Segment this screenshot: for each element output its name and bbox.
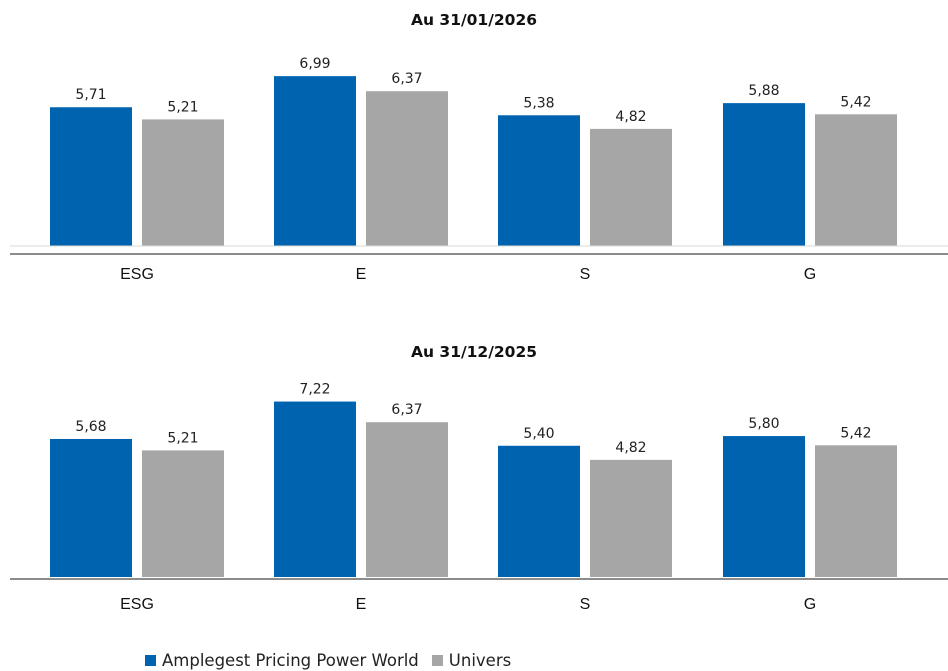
bar-2-s-univers (590, 459, 672, 577)
legend-item-amplegest: Amplegest Pricing Power World (145, 651, 419, 670)
tick-label-1-esg: ESG (120, 266, 154, 283)
legend-label-amplegest: Amplegest Pricing Power World (162, 650, 419, 670)
data-label-1-esg-amplegest: 5,71 (75, 87, 106, 103)
chart-legend: Amplegest Pricing Power World Univers (145, 650, 524, 670)
bar-2-g-univers (815, 445, 897, 577)
bar-1-esg-univers (142, 119, 224, 246)
bar-2-e-univers (366, 422, 448, 577)
data-label-1-s-univers: 4,82 (615, 109, 646, 125)
data-label-1-g-amplegest: 5,88 (748, 83, 779, 99)
tick-label-1-s: S (580, 266, 591, 283)
bar-1-e-univers (366, 91, 448, 246)
legend-label-univers: Univers (448, 650, 512, 670)
chart-title-1: Au 31/01/2026 (411, 11, 537, 29)
bar-1-g-amplegest (723, 103, 805, 246)
tick-label-2-esg: ESG (120, 596, 154, 613)
bar-2-s-amplegest (498, 445, 580, 577)
data-label-2-g-amplegest: 5,80 (748, 416, 779, 432)
bar-2-esg-univers (142, 450, 224, 577)
data-label-1-e-univers: 6,37 (391, 71, 422, 87)
bar-1-s-amplegest (498, 115, 580, 247)
bar-1-g-univers (815, 114, 897, 246)
bar-1-s-univers (590, 128, 672, 246)
data-label-2-e-amplegest: 7,22 (299, 382, 330, 398)
bar-2-e-amplegest (274, 401, 356, 577)
bar-1-esg-amplegest (50, 107, 132, 246)
data-label-2-s-amplegest: 5,40 (523, 426, 554, 442)
data-label-1-g-univers: 5,42 (840, 94, 871, 110)
legend-item-univers: Univers (431, 650, 512, 670)
data-label-2-esg-amplegest: 5,68 (75, 419, 106, 435)
tick-label-2-g: G (804, 596, 816, 613)
chart-title-2: Au 31/12/2025 (411, 343, 537, 361)
tick-label-2-e: E (356, 596, 367, 613)
data-label-2-esg-univers: 5,21 (167, 430, 198, 446)
tick-label-1-e: E (356, 266, 367, 283)
data-label-2-g-univers: 5,42 (840, 425, 871, 441)
tick-label-2-s: S (580, 596, 591, 613)
data-label-1-esg-univers: 5,21 (167, 99, 198, 115)
legend-swatch-amplegest (145, 654, 156, 666)
data-label-2-s-univers: 4,82 (615, 440, 646, 456)
bar-2-esg-amplegest (50, 438, 132, 577)
bar-2-g-amplegest (723, 436, 805, 577)
tick-label-1-g: G (804, 266, 816, 283)
bar-1-e-amplegest (274, 76, 356, 246)
data-label-1-e-amplegest: 6,99 (299, 56, 330, 72)
data-label-1-s-amplegest: 5,38 (523, 95, 554, 111)
legend-swatch-univers (431, 654, 443, 666)
data-label-2-e-univers: 6,37 (391, 402, 422, 418)
